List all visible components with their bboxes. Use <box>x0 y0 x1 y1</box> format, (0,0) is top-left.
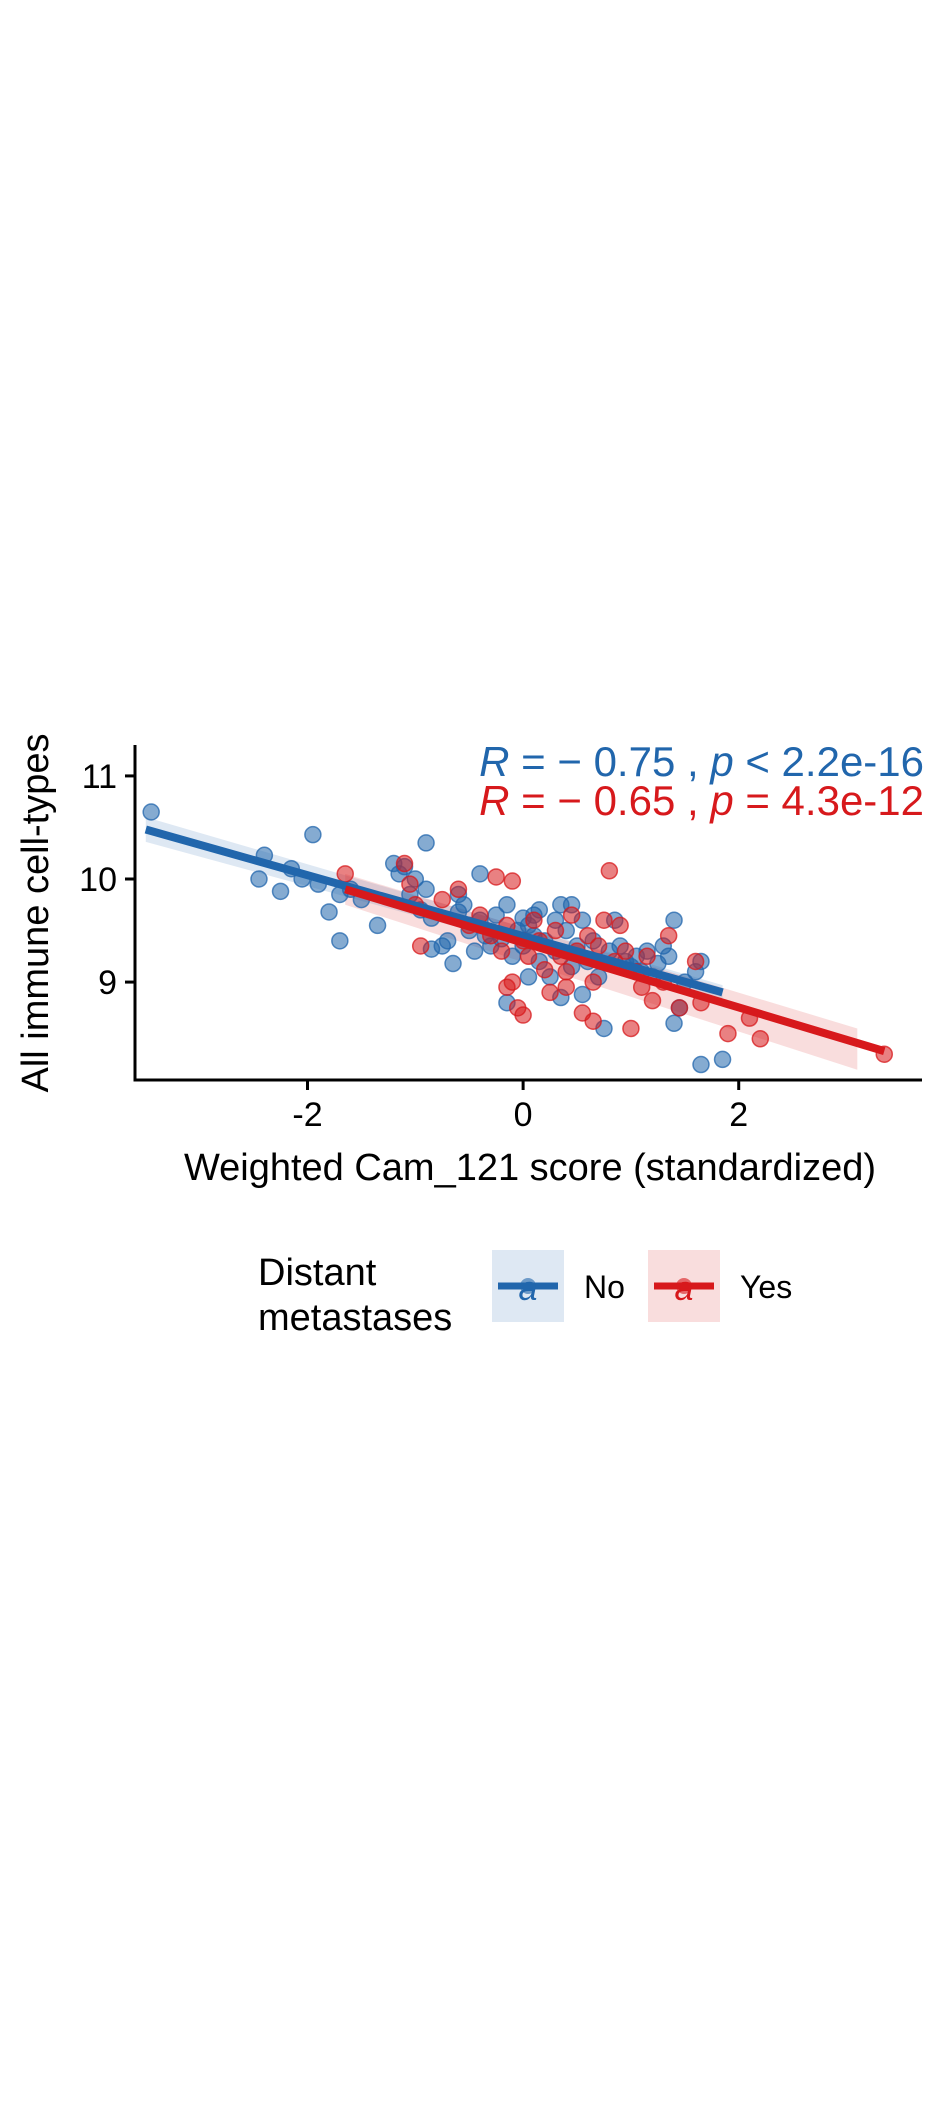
x-tick-label-0: -2 <box>292 1096 322 1134</box>
point-yes-36 <box>616 942 635 960</box>
point-no-43 <box>519 968 538 986</box>
point-no-74 <box>659 947 678 966</box>
stat-label-no: R = − 0.75 , p < 2.2e-16 <box>479 738 924 785</box>
stat-label-yes: R = − 0.65 , p = 4.3e-12 <box>479 777 924 824</box>
point-no-31 <box>471 865 489 883</box>
point-yes-6 <box>449 880 468 899</box>
y-tick-label-0: 9 <box>98 964 117 1002</box>
legend-key-yes-point <box>676 1278 692 1294</box>
point-yes-43 <box>670 999 689 1017</box>
point-yes-19 <box>525 911 543 929</box>
y-axis-title: All immune cell-types <box>15 734 57 1093</box>
y-tick-label-2: 11 <box>82 758 117 796</box>
legend-key-no-point <box>520 1278 536 1294</box>
regression-line-yes <box>344 885 886 1055</box>
point-no-20 <box>417 834 435 852</box>
legend-key-yes-glyph: a <box>675 1270 694 1308</box>
point-no-26 <box>444 954 462 973</box>
point-yes-32 <box>595 911 613 929</box>
legend-entry-yes: a Yes <box>648 1250 792 1322</box>
point-yes-13 <box>503 872 522 890</box>
point-no-81 <box>692 1055 710 1074</box>
point-yes-40 <box>643 991 662 1010</box>
point-no-82 <box>713 1050 732 1069</box>
legend-label-yes: Yes <box>740 1269 792 1305</box>
point-no-0 <box>142 803 160 821</box>
point-no-58 <box>573 985 592 1004</box>
x-tick-label-2: 2 <box>729 1096 748 1134</box>
point-yes-44 <box>686 952 705 971</box>
point-no-30 <box>465 942 484 960</box>
point-no-21 <box>417 880 435 899</box>
point-no-13 <box>368 916 387 935</box>
point-no-3 <box>271 882 290 901</box>
x-axis-title: Weighted Cam_121 score (standardized) <box>184 1147 876 1189</box>
point-yes-2 <box>401 875 419 893</box>
point-no-76 <box>665 1014 683 1033</box>
point-no-2 <box>250 870 268 888</box>
point-yes-21 <box>535 960 554 979</box>
point-yes-22 <box>541 983 559 1002</box>
y-tick-label-1: 10 <box>79 861 117 899</box>
point-yes-0 <box>336 865 354 883</box>
point-yes-17 <box>514 1006 532 1024</box>
point-yes-51 <box>557 963 575 981</box>
point-yes-29 <box>579 926 597 945</box>
point-no-37 <box>498 896 516 914</box>
legend-entry-no: a No <box>492 1250 625 1322</box>
point-yes-4 <box>411 937 430 955</box>
point-yes-50 <box>498 978 516 996</box>
point-yes-48 <box>751 1030 770 1048</box>
point-yes-11 <box>492 942 511 960</box>
point-yes-1 <box>395 854 414 873</box>
point-no-25 <box>438 932 457 950</box>
legend-label-no: No <box>584 1269 625 1305</box>
point-no-75 <box>665 911 683 929</box>
point-yes-10 <box>487 868 505 886</box>
point-yes-46 <box>719 1024 737 1043</box>
regression-line-no <box>144 825 724 997</box>
point-no-8 <box>320 903 338 921</box>
legend-title-line2: metastases <box>258 1297 452 1339</box>
legend: Distant metastases a No a Yes <box>258 1250 792 1339</box>
point-yes-25 <box>557 978 575 996</box>
legend-title-line1: Distant <box>258 1252 377 1294</box>
point-yes-18 <box>519 947 538 966</box>
legend-key-no-glyph: a <box>519 1270 538 1308</box>
point-yes-52 <box>584 1012 602 1030</box>
point-yes-33 <box>600 862 619 880</box>
point-yes-23 <box>546 921 565 940</box>
regression-lines <box>144 825 886 1055</box>
point-yes-39 <box>638 947 656 966</box>
point-yes-30 <box>584 973 602 991</box>
point-no-10 <box>331 932 349 950</box>
point-yes-37 <box>622 1019 640 1038</box>
point-yes-26 <box>562 906 581 924</box>
x-tick-label-1: 0 <box>514 1096 533 1134</box>
point-yes-31 <box>589 937 608 955</box>
point-yes-42 <box>659 926 678 945</box>
point-yes-5 <box>433 890 452 909</box>
point-no-6 <box>304 825 322 844</box>
axes: 9 10 11 -2 0 2 <box>79 745 922 1134</box>
point-yes-35 <box>611 916 629 935</box>
